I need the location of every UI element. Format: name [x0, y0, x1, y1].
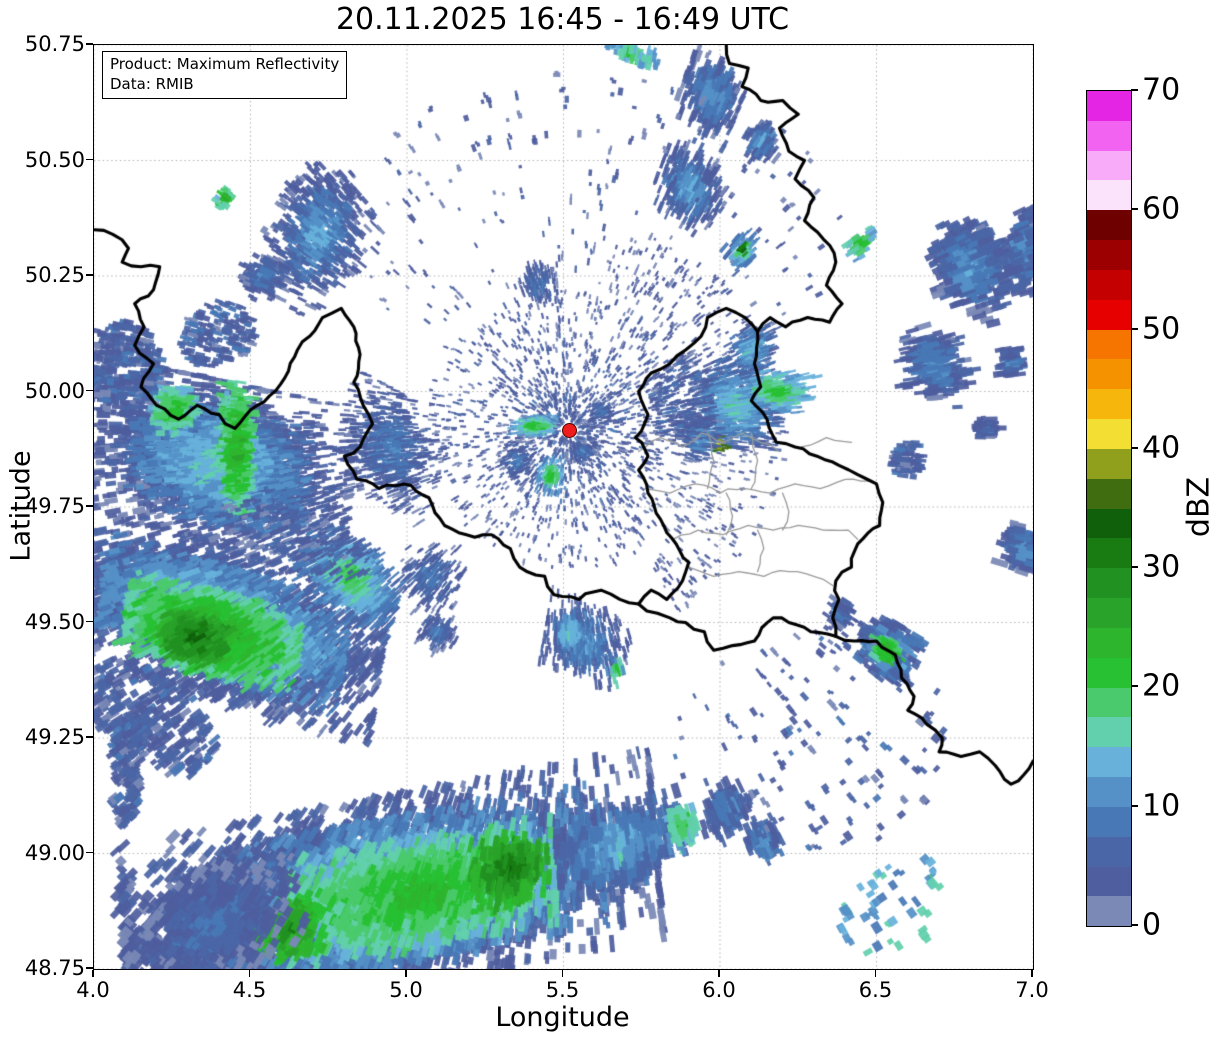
- colorbar-tick-mark: [1131, 804, 1138, 807]
- colorbar-tick-label: 20: [1142, 668, 1181, 704]
- y-tick-mark: [86, 851, 93, 854]
- y-tick-label: 49.25: [24, 725, 85, 749]
- colorbar-segment: [1087, 180, 1131, 211]
- colorbar-segment: [1087, 806, 1131, 837]
- x-tick-label: 4.0: [76, 978, 110, 1002]
- x-tick-label: 5.5: [545, 978, 580, 1002]
- data-source-label: Data: RMIB: [110, 74, 194, 93]
- colorbar-tick-label: 0: [1142, 907, 1162, 943]
- colorbar-tick-label: 50: [1142, 311, 1181, 347]
- colorbar-label: dBZ: [1181, 476, 1217, 538]
- colorbar-segment: [1087, 478, 1131, 509]
- colorbar-segment: [1087, 717, 1131, 748]
- colorbar-tick-label: 40: [1142, 430, 1181, 466]
- colorbar-segment: [1087, 299, 1131, 330]
- x-tick-mark: [718, 970, 720, 977]
- y-tick-mark: [86, 736, 93, 738]
- colorbar-tick-mark: [1131, 566, 1138, 569]
- y-tick-mark: [86, 389, 93, 392]
- colorbar-segment: [1087, 657, 1131, 688]
- colorbar: [1086, 90, 1132, 927]
- colorbar-segment: [1087, 329, 1131, 360]
- y-tick-mark: [86, 158, 93, 161]
- colorbar-tick-mark: [1131, 446, 1138, 449]
- colorbar-segment: [1087, 120, 1131, 151]
- y-tick-mark: [86, 505, 93, 507]
- x-tick-mark: [405, 970, 407, 977]
- x-tick-label: 6.5: [858, 978, 893, 1002]
- x-tick-mark: [561, 970, 564, 977]
- x-tick-mark: [874, 970, 877, 977]
- y-tick-label: 50.25: [24, 263, 85, 287]
- radar-site-marker: [561, 423, 577, 439]
- y-tick-label: 49.50: [24, 609, 85, 634]
- colorbar-segment: [1087, 91, 1131, 121]
- y-tick-mark: [86, 43, 93, 45]
- y-tick-mark: [86, 620, 93, 623]
- x-axis-label: Longitude: [495, 1002, 630, 1033]
- colorbar-tick-mark: [1131, 327, 1138, 330]
- x-tick-mark: [92, 970, 94, 977]
- colorbar-segment: [1087, 777, 1131, 807]
- y-tick-label: 49.00: [24, 840, 85, 865]
- colorbar-tick-mark: [1131, 89, 1138, 91]
- colorbar-segment: [1087, 359, 1131, 390]
- colorbar-segment: [1087, 538, 1131, 569]
- colorbar-segment: [1087, 598, 1131, 628]
- colorbar-segment: [1087, 240, 1131, 270]
- colorbar-segment: [1087, 866, 1131, 897]
- y-tick-label: 50.50: [24, 147, 85, 172]
- colorbar-tick-mark: [1131, 685, 1138, 688]
- colorbar-segment: [1087, 150, 1131, 181]
- colorbar-tick-label: 10: [1142, 788, 1181, 824]
- y-tick-label: 50.75: [24, 32, 85, 56]
- x-tick-mark: [1031, 970, 1033, 977]
- y-tick-label: 50.00: [24, 378, 85, 403]
- x-tick-label: 5.0: [389, 978, 423, 1002]
- colorbar-segment: [1087, 687, 1131, 718]
- product-label: Product: Maximum Reflectivity: [110, 55, 340, 73]
- colorbar-segment: [1087, 389, 1131, 420]
- colorbar-segment: [1087, 448, 1131, 479]
- y-tick-label: 49.75: [24, 494, 85, 518]
- map-plot-area: Product: Maximum Reflectivity Data: RMIB: [93, 44, 1034, 970]
- x-tick-label: 6.0: [702, 978, 736, 1002]
- x-tick-mark: [248, 970, 251, 977]
- colorbar-segment: [1087, 568, 1131, 599]
- colorbar-segment: [1087, 508, 1131, 539]
- colorbar-segment: [1087, 896, 1131, 927]
- colorbar-tick-label: 60: [1142, 191, 1181, 227]
- colorbar-tick-label: 70: [1142, 72, 1181, 108]
- y-tick-mark: [86, 967, 93, 969]
- colorbar-segment: [1087, 627, 1131, 658]
- y-tick-label: 48.75: [24, 956, 85, 980]
- colorbar-segment: [1087, 419, 1131, 449]
- colorbar-segment: [1087, 747, 1131, 778]
- product-annotation-box: Product: Maximum Reflectivity Data: RMIB: [102, 51, 348, 99]
- colorbar-segment: [1087, 210, 1131, 241]
- colorbar-tick-mark: [1131, 208, 1138, 211]
- x-tick-label: 4.5: [232, 978, 267, 1002]
- y-tick-mark: [86, 274, 93, 276]
- x-tick-label: 7.0: [1015, 978, 1049, 1002]
- colorbar-segment: [1087, 836, 1131, 867]
- colorbar-tick-mark: [1131, 924, 1138, 926]
- colorbar-tick-label: 30: [1142, 549, 1181, 585]
- plot-title: 20.11.2025 16:45 - 16:49 UTC: [335, 2, 790, 37]
- colorbar-segment: [1087, 269, 1131, 300]
- radar-map-canvas: [94, 45, 1033, 969]
